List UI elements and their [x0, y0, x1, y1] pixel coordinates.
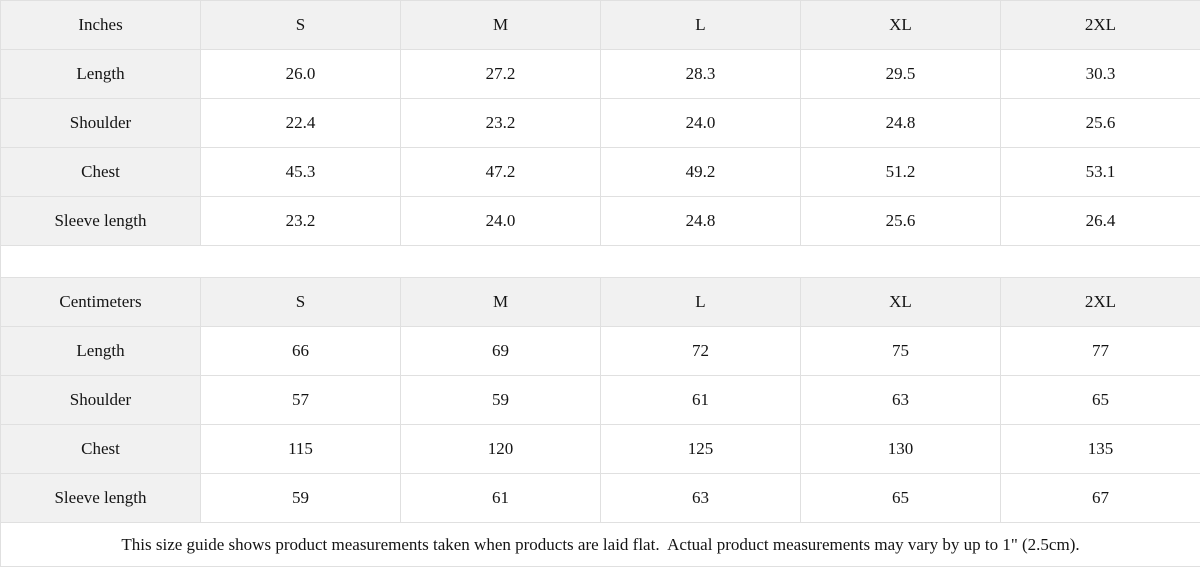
measurement-value: 61 [600, 375, 801, 425]
size-col-header-l: L [600, 0, 801, 50]
row-label-shoulder: Shoulder [0, 375, 201, 425]
inches-unit-header-cell: Inches [0, 0, 201, 50]
inches-header-row: Inches S M L XL 2XL [0, 0, 1200, 50]
measurement-value: 24.8 [800, 98, 1001, 148]
centimeters-unit-header-cell: Centimeters [0, 277, 201, 327]
measurement-value: 22.4 [200, 98, 401, 148]
row-label-length: Length [0, 49, 201, 99]
measurement-value: 59 [400, 375, 601, 425]
measurement-value: 28.3 [600, 49, 801, 99]
row-label-sleeve-length: Sleeve length [0, 196, 201, 246]
measurement-value: 23.2 [200, 196, 401, 246]
row-label-length: Length [0, 326, 201, 376]
measurement-value: 30.3 [1000, 49, 1200, 99]
measurement-value: 53.1 [1000, 147, 1200, 197]
measurement-value: 24.8 [600, 196, 801, 246]
measurement-value: 75 [800, 326, 1001, 376]
row-label-chest: Chest [0, 147, 201, 197]
measurement-value: 65 [1000, 375, 1200, 425]
measurement-value: 135 [1000, 424, 1200, 474]
measurement-value: 59 [200, 473, 401, 523]
measurement-value: 69 [400, 326, 601, 376]
row-label-shoulder: Shoulder [0, 98, 201, 148]
size-col-header-xl: XL [800, 277, 1001, 327]
section-spacer-cell [0, 245, 1200, 278]
measurement-value: 130 [800, 424, 1001, 474]
measurement-value: 65 [800, 473, 1001, 523]
table-row: Sleeve length 59 61 63 65 67 [0, 473, 1200, 523]
measurement-value: 24.0 [400, 196, 601, 246]
size-col-header-xl: XL [800, 0, 1001, 50]
table-row: Shoulder 22.4 23.2 24.0 24.8 25.6 [0, 98, 1200, 148]
size-col-header-2xl: 2XL [1000, 0, 1200, 50]
measurement-value: 29.5 [800, 49, 1001, 99]
size-col-header-s: S [200, 277, 401, 327]
measurement-value: 49.2 [600, 147, 801, 197]
measurement-value: 27.2 [400, 49, 601, 99]
measurement-value: 47.2 [400, 147, 601, 197]
table-row: Shoulder 57 59 61 63 65 [0, 375, 1200, 425]
measurement-value: 51.2 [800, 147, 1001, 197]
row-label-sleeve-length: Sleeve length [0, 473, 201, 523]
measurement-value: 63 [600, 473, 801, 523]
size-col-header-2xl: 2XL [1000, 277, 1200, 327]
table-row: Chest 45.3 47.2 49.2 51.2 53.1 [0, 147, 1200, 197]
size-guide-table: Inches S M L XL 2XL Length 26.0 27.2 28.… [0, 0, 1200, 567]
measurement-value: 115 [200, 424, 401, 474]
measurement-value: 26.4 [1000, 196, 1200, 246]
measurement-value: 61 [400, 473, 601, 523]
table-row: Sleeve length 23.2 24.0 24.8 25.6 26.4 [0, 196, 1200, 246]
size-col-header-s: S [200, 0, 401, 50]
measurement-value: 57 [200, 375, 401, 425]
table-row: Chest 115 120 125 130 135 [0, 424, 1200, 474]
measurement-value: 25.6 [1000, 98, 1200, 148]
measurement-value: 72 [600, 326, 801, 376]
measurement-value: 26.0 [200, 49, 401, 99]
footnote-row: This size guide shows product measuremen… [0, 522, 1200, 567]
section-spacer-row [0, 245, 1200, 278]
row-label-chest: Chest [0, 424, 201, 474]
table-row: Length 26.0 27.2 28.3 29.5 30.3 [0, 49, 1200, 99]
size-col-header-m: M [400, 277, 601, 327]
measurement-value: 25.6 [800, 196, 1001, 246]
measurement-value: 125 [600, 424, 801, 474]
measurement-value: 66 [200, 326, 401, 376]
measurement-value: 45.3 [200, 147, 401, 197]
size-col-header-m: M [400, 0, 601, 50]
footnote-text: This size guide shows product measuremen… [0, 522, 1200, 567]
measurement-value: 120 [400, 424, 601, 474]
measurement-value: 24.0 [600, 98, 801, 148]
measurement-value: 23.2 [400, 98, 601, 148]
table-row: Length 66 69 72 75 77 [0, 326, 1200, 376]
measurement-value: 77 [1000, 326, 1200, 376]
size-col-header-l: L [600, 277, 801, 327]
measurement-value: 67 [1000, 473, 1200, 523]
measurement-value: 63 [800, 375, 1001, 425]
centimeters-header-row: Centimeters S M L XL 2XL [0, 277, 1200, 327]
